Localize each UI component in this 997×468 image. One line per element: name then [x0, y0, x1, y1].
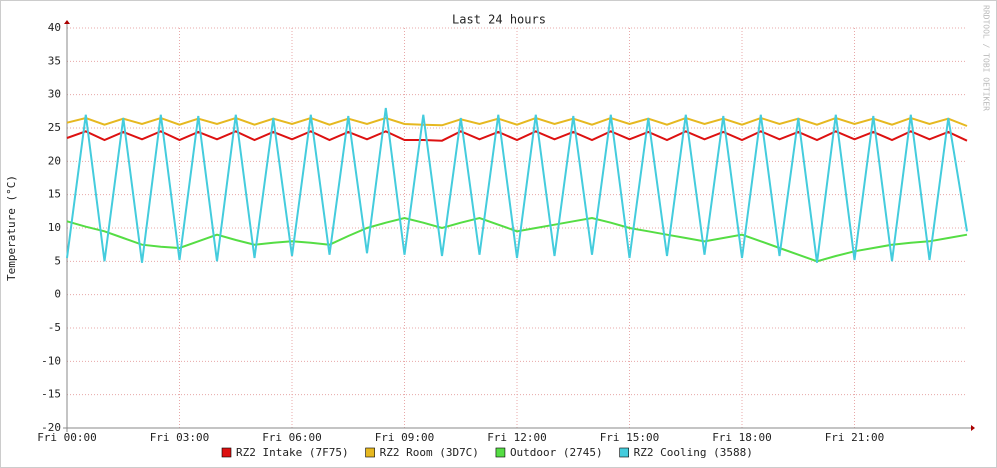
x-tick-label: Fri 18:00 — [712, 431, 772, 444]
chart-title: Last 24 hours — [452, 13, 546, 27]
legend-label: RZ2 Cooling (3588) — [634, 446, 753, 459]
y-tick-label: -20 — [41, 421, 61, 434]
legend-label: RZ2 Intake (7F75) — [236, 446, 349, 459]
x-tick-label: Fri 09:00 — [375, 431, 435, 444]
y-tick-label: 0 — [54, 288, 61, 301]
legend-swatch — [495, 447, 506, 458]
x-tick-label: Fri 06:00 — [262, 431, 322, 444]
y-tick-label: 10 — [48, 221, 61, 234]
legend-label: RZ2 Room (3D7C) — [380, 446, 479, 459]
y-axis-label: Temperature (°C) — [5, 175, 18, 281]
legend-swatch — [619, 447, 629, 458]
series-line — [66, 107, 968, 263]
y-tick-label: 30 — [48, 88, 61, 101]
y-axis-arrow — [64, 20, 70, 24]
x-tick-label: Fri 03:00 — [150, 431, 210, 444]
x-axis-arrow — [971, 425, 975, 431]
x-tick-label: Fri 21:00 — [825, 431, 885, 444]
watermark: RRDTOOL / TOBI OETIKER — [982, 5, 991, 111]
legend-label: Outdoor (2745) — [510, 446, 603, 459]
series-line — [66, 130, 968, 142]
y-tick-label: 15 — [48, 188, 61, 201]
x-tick-label: Fri 15:00 — [600, 431, 660, 444]
legend-swatch — [365, 447, 375, 458]
series-line — [66, 116, 968, 127]
x-tick-label: Fri 00:00 — [37, 431, 97, 444]
y-tick-label: -10 — [41, 354, 61, 367]
y-tick-label: 35 — [48, 54, 61, 67]
y-tick-label: 5 — [54, 254, 61, 267]
y-tick-label: -15 — [41, 388, 61, 401]
y-tick-label: 20 — [48, 154, 61, 167]
y-tick-label: -5 — [48, 321, 61, 334]
x-tick-label: Fri 12:00 — [487, 431, 547, 444]
y-tick-label: 40 — [48, 21, 61, 34]
legend-swatch — [221, 447, 232, 458]
y-tick-label: 25 — [48, 121, 61, 134]
